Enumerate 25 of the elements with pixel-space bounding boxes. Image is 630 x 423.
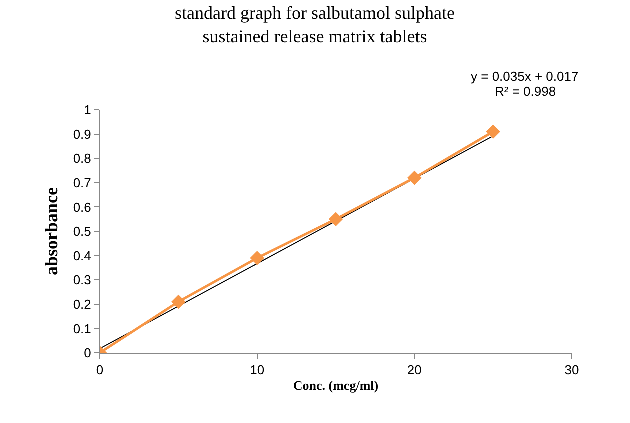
x-tick-label: 10 (250, 362, 265, 378)
text: y = 0.035x + 0.017 (471, 69, 579, 84)
point (250, 251, 264, 266)
point (486, 124, 500, 140)
y-tick-label: 0.6 (73, 200, 92, 215)
x-tick-label: 30 (564, 362, 580, 378)
y-tick-label: 0.8 (73, 151, 92, 166)
y-tick-label: 0.4 (73, 248, 92, 264)
point (328, 212, 344, 226)
y-tick-label: 0.5 (73, 224, 92, 240)
point (172, 294, 186, 310)
y-tick-label: 0.3 (73, 272, 92, 288)
y-tick-label: 1 (84, 102, 92, 118)
point (408, 170, 422, 186)
chart-title: standard graph for salbutamol sulphate sustained release matrix tablets (175, 3, 455, 46)
x-tick-label: 0 (96, 362, 104, 378)
y-tick-label: 0.1 (73, 321, 92, 336)
y-axis-title: absorbance (42, 187, 62, 276)
y-tick-label: 0.9 (73, 126, 92, 142)
y-tick-label: 0 (84, 346, 92, 361)
y-tick-label: 0.7 (73, 175, 92, 190)
text: R² = 0.998 (495, 84, 556, 99)
x-tick-label: 20 (407, 362, 422, 378)
x-axis-title: Conc. (mcg/ml) (293, 378, 379, 394)
y-tick-label: 0.2 (73, 296, 92, 312)
